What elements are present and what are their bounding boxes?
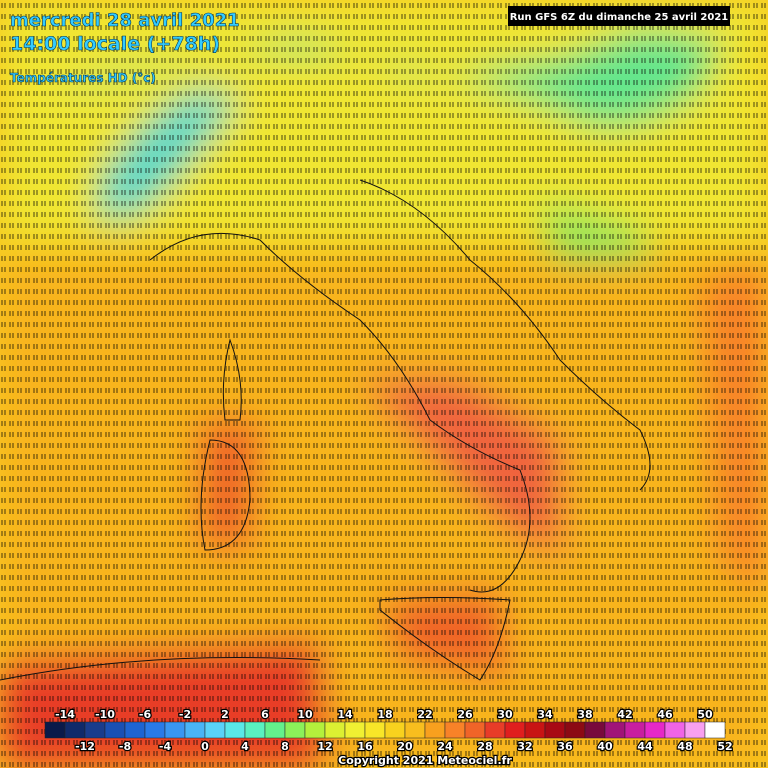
- scale-box: [544, 721, 566, 739]
- scale-label: 28: [477, 740, 492, 753]
- scale-label: 30: [497, 708, 513, 721]
- scale-label: 42: [617, 708, 632, 721]
- scale-box: [364, 721, 386, 739]
- scale-box: [464, 721, 486, 739]
- scale-box: [164, 721, 186, 739]
- scale-box: [64, 721, 86, 739]
- coastlines: [0, 179, 651, 681]
- scale-label: 12: [317, 740, 332, 753]
- scale-box: [584, 721, 606, 739]
- scale-label: 0: [201, 740, 209, 753]
- scale-box: [624, 721, 646, 739]
- run-box: [508, 6, 730, 26]
- scale-box: [524, 721, 546, 739]
- scale-label: 4: [241, 740, 249, 753]
- scale-box: [224, 721, 246, 739]
- scale-box: [564, 721, 586, 739]
- scale-box: [284, 721, 306, 739]
- map-subtitle: Températures HD (°c): [10, 71, 156, 85]
- scale-box: [124, 721, 146, 739]
- scale-label: 16: [357, 740, 373, 753]
- scale-box: [504, 721, 526, 739]
- scale-box: [424, 721, 446, 739]
- scale-box: [184, 721, 206, 739]
- scale-box: [84, 721, 106, 739]
- scale-box: [204, 721, 226, 739]
- scale-box: [344, 721, 366, 739]
- scale-label: 20: [397, 740, 413, 753]
- scale-box: [444, 721, 466, 739]
- scale-box: [104, 721, 126, 739]
- scale-label: 24: [437, 740, 453, 753]
- scale-label: 10: [297, 708, 313, 721]
- scale-label: 52: [717, 740, 732, 753]
- scale-label: 2: [221, 708, 229, 721]
- scale-box: [244, 721, 266, 739]
- scale-box: [604, 721, 626, 739]
- scale-label: 34: [537, 708, 553, 721]
- scale-label: 46: [657, 708, 673, 721]
- copyright: Copyright 2021 Meteociel.fr: [338, 754, 512, 767]
- scale-box: [304, 721, 326, 739]
- scale-box: [644, 721, 666, 739]
- map-time: 14:00 locale (+78h): [10, 33, 220, 55]
- scale-label: 50: [697, 708, 713, 721]
- scale-label: 26: [457, 708, 473, 721]
- scale-label: -4: [159, 740, 172, 753]
- scale-label: 6: [261, 708, 269, 721]
- scale-label: 22: [417, 708, 432, 721]
- map-date: mercredi 28 avril 2021: [10, 10, 240, 31]
- scale-box: [684, 721, 706, 739]
- scale-label: 48: [677, 740, 692, 753]
- scale-label: -2: [179, 708, 191, 721]
- scale-box: [324, 721, 346, 739]
- run-info: Run GFS 6Z du dimanche 25 avril 2021: [510, 12, 729, 23]
- scale-label: -12: [75, 740, 95, 753]
- scale-label: 36: [557, 740, 573, 753]
- scale-label: 32: [517, 740, 532, 753]
- scale-label: -14: [55, 708, 75, 721]
- scale-label: -8: [119, 740, 131, 753]
- scale-label: 8: [281, 740, 289, 753]
- scale-label: -6: [139, 708, 152, 721]
- scale-label: -10: [95, 708, 115, 721]
- scale-box: [264, 721, 286, 739]
- scale-label: 14: [337, 708, 353, 721]
- scale-box: [664, 721, 686, 739]
- scale-box: [704, 721, 726, 739]
- scale-box: [44, 721, 66, 739]
- scale-label: 18: [377, 708, 392, 721]
- scale-box: [384, 721, 406, 739]
- scale-box: [404, 721, 426, 739]
- scale-label: 38: [577, 708, 592, 721]
- scale-label: 44: [637, 740, 653, 753]
- scale-box: [144, 721, 166, 739]
- scale-box: [484, 721, 506, 739]
- color-scale: -14-12-10-8-6-4-202468101214161820222426…: [44, 707, 734, 754]
- scale-label: 40: [597, 740, 613, 753]
